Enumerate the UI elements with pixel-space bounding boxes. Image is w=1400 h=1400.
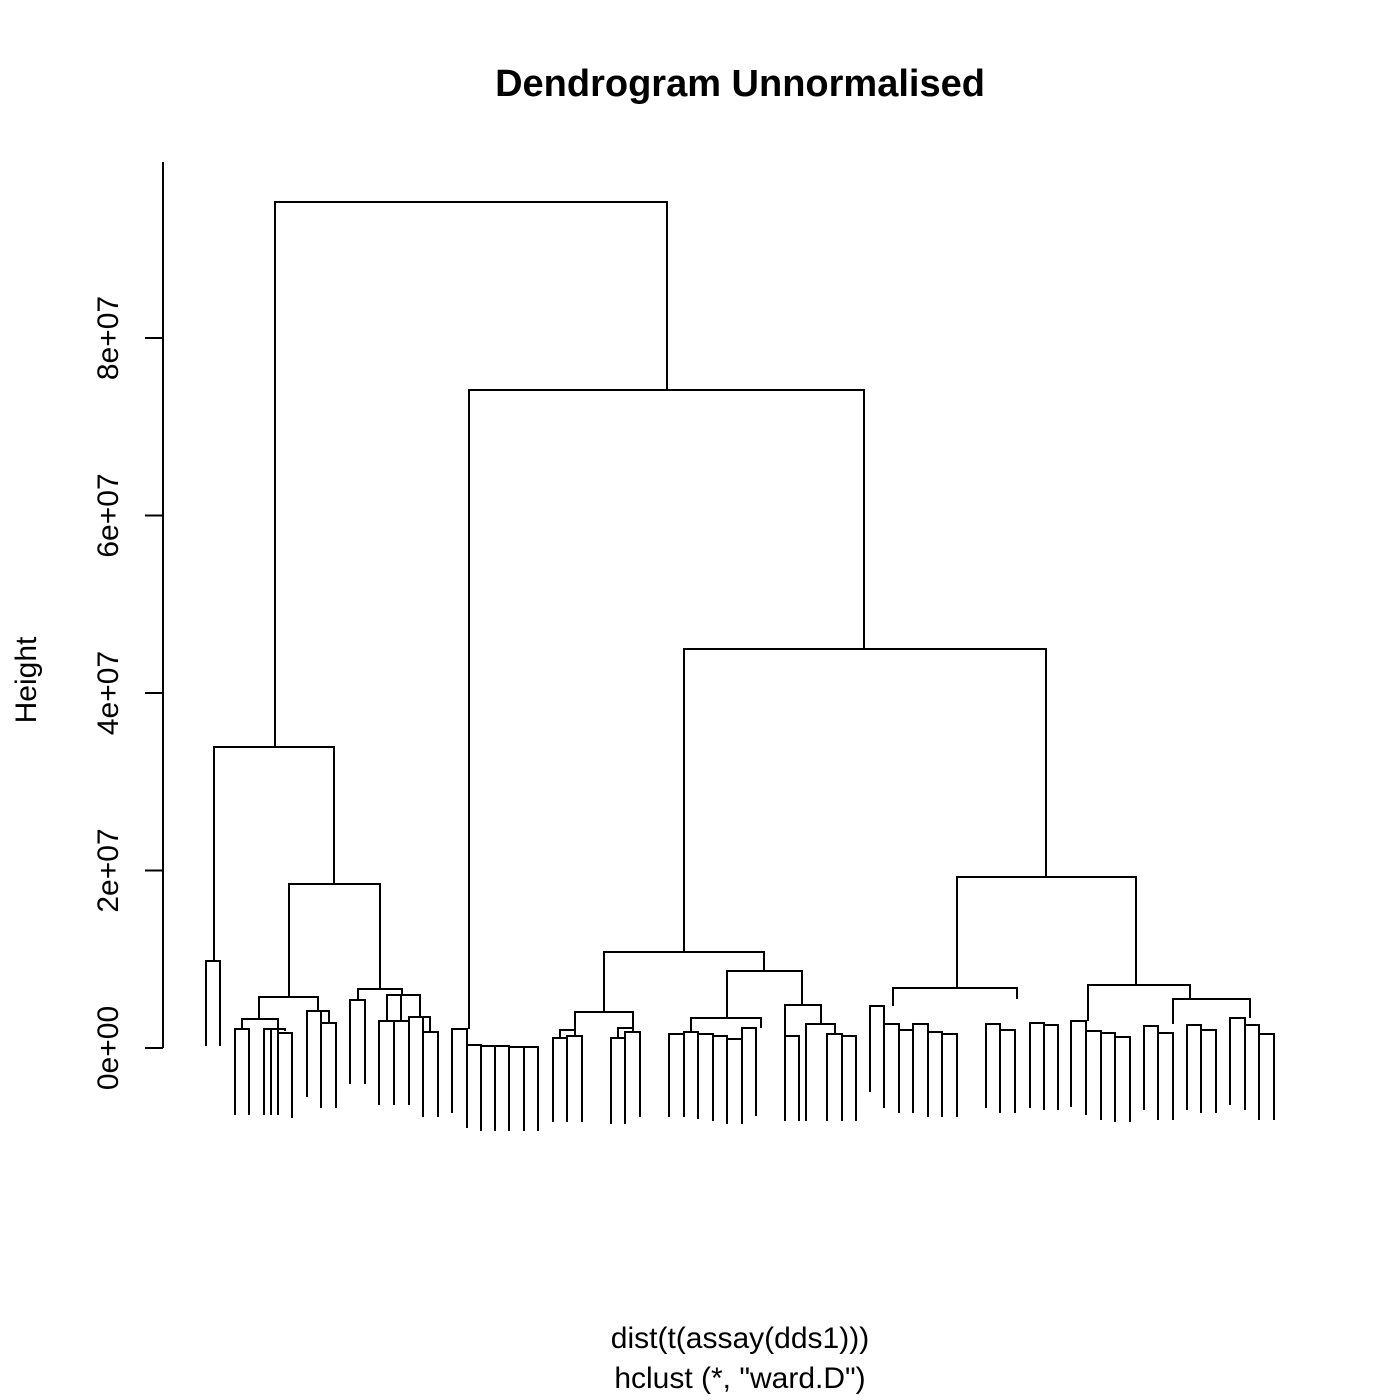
dendrogram-link-65 bbox=[1200, 1029, 1217, 1113]
dendrogram-link-64 bbox=[1186, 1024, 1202, 1110]
dendrogram-link-74 bbox=[468, 389, 865, 1029]
dendrogram-link-16 bbox=[409, 1016, 431, 1032]
dendrogram-link-9 bbox=[258, 996, 319, 1019]
dendrogram-link-41 bbox=[784, 1035, 800, 1121]
dendrogram-link-5 bbox=[241, 1018, 279, 1029]
dendrogram-link-46 bbox=[726, 970, 803, 1018]
dendrogram-link-60 bbox=[1100, 1032, 1116, 1120]
dendrogram-link-14 bbox=[408, 1016, 424, 1103]
dendrogram-link-30 bbox=[610, 1037, 626, 1124]
dendrogram-link-22 bbox=[466, 1044, 482, 1131]
dendrogram-link-1 bbox=[234, 1028, 250, 1115]
dendrogram-link-39 bbox=[741, 1027, 757, 1116]
dendrogram-link-28 bbox=[566, 1035, 583, 1122]
dendrogram-link-42 bbox=[826, 1033, 843, 1121]
dendrogram-link-51 bbox=[912, 1023, 929, 1108]
dendrogram-link-69 bbox=[1172, 998, 1251, 1024]
dendrogram-link-12 bbox=[393, 1020, 410, 1105]
dendrogram-link-47 bbox=[603, 951, 765, 1012]
dendrogram-link-73 bbox=[683, 648, 1047, 952]
dendrogram-link-71 bbox=[892, 987, 1018, 1006]
dendrogram-link-24 bbox=[494, 1045, 510, 1131]
dendrogram-link-72 bbox=[956, 876, 1137, 988]
dendrogram-link-6 bbox=[306, 1010, 322, 1097]
x-axis-label: dist(t(assay(dds1))) bbox=[611, 1322, 869, 1355]
dendrogram-tree bbox=[205, 201, 1275, 1131]
dendrogram-link-52 bbox=[927, 1031, 943, 1117]
dendrogram-link-53 bbox=[941, 1033, 958, 1117]
dendrogram-link-40 bbox=[690, 1017, 762, 1032]
dendrogram-link-67 bbox=[1244, 1024, 1260, 1110]
dendrogram-link-62 bbox=[1143, 1025, 1159, 1110]
dendrogram-link-7 bbox=[320, 1022, 337, 1108]
dendrogram-link-56 bbox=[1029, 1022, 1045, 1108]
dendrogram-link-10 bbox=[349, 999, 366, 1084]
method-label: hclust (*, "ward.D") bbox=[614, 1362, 865, 1395]
dendrogram-link-43 bbox=[841, 1035, 857, 1121]
dendrogram-link-48 bbox=[869, 1005, 885, 1092]
y-axis-label: Height bbox=[10, 636, 43, 723]
dendrogram-link-26 bbox=[523, 1046, 539, 1131]
dendrogram-link-70 bbox=[1087, 984, 1191, 1021]
dendrogram-link-49 bbox=[883, 1023, 900, 1108]
dendrogram-link-54 bbox=[985, 1023, 1001, 1108]
y-axis bbox=[145, 162, 164, 1049]
dendrogram-link-59 bbox=[1085, 1030, 1102, 1115]
dendrogram-link-25 bbox=[508, 1046, 525, 1131]
dendrogram-link-68 bbox=[1258, 1033, 1275, 1120]
y-tick-label-3: 6e+07 bbox=[92, 473, 125, 557]
dendrogram-link-37 bbox=[712, 1035, 728, 1121]
dendrogram-link-21 bbox=[451, 1028, 468, 1113]
dendrogram-link-38 bbox=[726, 1038, 743, 1124]
dendrogram-link-0 bbox=[205, 960, 221, 1046]
dendrogram-link-20 bbox=[213, 746, 335, 961]
dendrogram-link-35 bbox=[683, 1031, 699, 1117]
dendrogram-link-55 bbox=[999, 1029, 1016, 1113]
dendrogram-link-31 bbox=[624, 1031, 641, 1117]
y-tick-label-1: 2e+07 bbox=[92, 828, 125, 912]
dendrogram-link-27 bbox=[552, 1037, 568, 1122]
chart-title: Dendrogram Unnormalised bbox=[495, 63, 985, 105]
dendrogram-link-66 bbox=[1229, 1017, 1246, 1105]
dendrogram-link-57 bbox=[1043, 1024, 1059, 1110]
dendrogram-link-11 bbox=[378, 1020, 395, 1105]
y-tick-label-4: 8e+07 bbox=[92, 296, 125, 380]
y-axis-tick-labels: 0e+00 2e+07 4e+07 6e+07 8e+07 bbox=[92, 296, 125, 1090]
y-tick-label-0: 0e+00 bbox=[92, 1006, 125, 1090]
y-tick-label-2: 4e+07 bbox=[92, 651, 125, 735]
dendrogram-link-32 bbox=[617, 1027, 634, 1038]
dendrogram-link-13 bbox=[386, 994, 402, 1021]
dendrogram-link-15 bbox=[422, 1031, 439, 1117]
dendrogram-link-63 bbox=[1157, 1032, 1174, 1120]
dendrogram-link-45 bbox=[784, 1004, 822, 1089]
dendrogram-link-17 bbox=[394, 994, 421, 1017]
dendrogram-link-3 bbox=[277, 1032, 293, 1118]
dendrogram-link-29 bbox=[559, 1029, 576, 1038]
dendrogram-link-61 bbox=[1114, 1036, 1131, 1122]
dendrogram-link-44 bbox=[805, 1023, 836, 1121]
dendrogram-link-23 bbox=[480, 1045, 496, 1131]
dendrogram-link-75 bbox=[274, 201, 668, 747]
dendrogram-link-34 bbox=[668, 1033, 685, 1117]
y-axis-ticks bbox=[145, 337, 163, 1049]
dendrogram-link-36 bbox=[697, 1033, 714, 1119]
dendrogram-link-50 bbox=[898, 1029, 914, 1113]
dendrogram-link-19 bbox=[288, 883, 381, 997]
dendrogram-link-58 bbox=[1070, 1020, 1087, 1107]
